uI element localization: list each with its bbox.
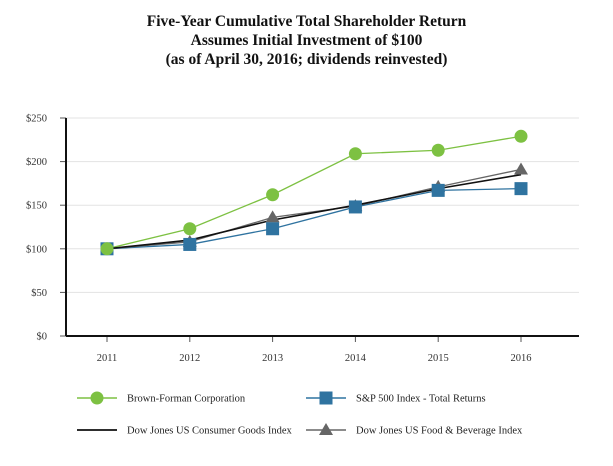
- x-tick-label: 2011: [97, 353, 118, 364]
- legend-item: Brown-Forman Corporation: [77, 391, 246, 405]
- chart-subtitle-date: (as of April 30, 2016; dividends reinves…: [165, 51, 448, 68]
- x-tick-label: 2016: [511, 353, 532, 364]
- data-point: [266, 188, 280, 202]
- data-point: [183, 237, 197, 251]
- legend-item: Dow Jones US Food & Beverage Index: [306, 423, 523, 437]
- y-tick-label: $100: [26, 244, 47, 255]
- legend-label: Dow Jones US Consumer Goods Index: [127, 426, 293, 437]
- data-point: [348, 200, 362, 214]
- data-point: [348, 147, 362, 161]
- legend: Brown-Forman Corporation S&P 500 Index - …: [77, 391, 523, 437]
- data-point: [100, 242, 114, 256]
- series-line-0: [106, 135, 522, 250]
- x-tick-label: 2015: [428, 353, 449, 364]
- chart-subtitle: Assumes Initial Investment of $100: [190, 32, 423, 49]
- data-point: [183, 222, 197, 236]
- gridlines: [66, 117, 579, 293]
- series-line-3: [106, 168, 522, 250]
- y-tick-label: $0: [37, 332, 48, 343]
- series-line-2: [106, 173, 522, 250]
- y-tick-label: $50: [31, 288, 47, 299]
- legend-label: Brown-Forman Corporation: [127, 394, 246, 405]
- data-point: [431, 143, 445, 157]
- chart-title: Five-Year Cumulative Total Shareholder R…: [146, 13, 467, 30]
- x-axis-ticks: 2011 2012 2013 2014 2015 2016: [97, 336, 532, 364]
- legend-item: Dow Jones US Consumer Goods Index: [77, 426, 293, 437]
- series-lines: [106, 135, 522, 250]
- y-tick-label: $150: [26, 201, 47, 212]
- legend-item: S&P 500 Index - Total Returns: [306, 391, 486, 405]
- y-tick-label: $250: [26, 114, 47, 125]
- data-point: [514, 162, 528, 175]
- x-tick-label: 2013: [262, 353, 283, 364]
- data-point: [265, 210, 280, 223]
- data-point: [514, 129, 528, 143]
- series-markers: [100, 129, 528, 256]
- y-tick-label: $200: [26, 157, 47, 168]
- data-point: [266, 222, 280, 236]
- legend-marker: [90, 391, 104, 405]
- x-tick-label: 2012: [179, 353, 200, 364]
- x-tick-label: 2014: [345, 353, 367, 364]
- legend-marker: [319, 391, 333, 405]
- data-point: [431, 183, 445, 197]
- series-line-1: [106, 187, 522, 250]
- legend-label: S&P 500 Index - Total Returns: [356, 394, 486, 405]
- data-point: [514, 182, 528, 196]
- legend-marker: [319, 423, 333, 435]
- y-axis-ticks: $0 $50 $100 $150 $200 $250: [26, 114, 66, 343]
- legend-label: Dow Jones US Food & Beverage Index: [356, 426, 523, 437]
